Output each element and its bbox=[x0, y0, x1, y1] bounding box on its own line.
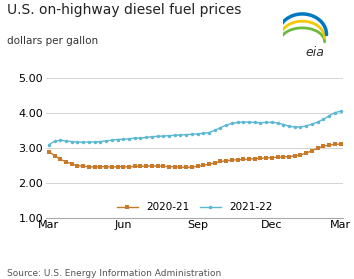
2021-22 bbox=[224, 124, 228, 127]
Legend: 2020-21, 2021-22: 2020-21, 2021-22 bbox=[117, 202, 272, 212]
2021-22 bbox=[184, 133, 188, 136]
Text: eia: eia bbox=[306, 45, 325, 59]
2020-21 bbox=[338, 142, 343, 146]
Line: 2020-21: 2020-21 bbox=[47, 142, 342, 169]
2020-21 bbox=[190, 165, 194, 169]
2020-21 bbox=[241, 158, 245, 161]
2020-21 bbox=[184, 166, 188, 169]
2021-22 bbox=[70, 140, 74, 143]
2021-22 bbox=[47, 143, 51, 146]
Text: Source: U.S. Energy Information Administration: Source: U.S. Energy Information Administ… bbox=[7, 269, 221, 278]
2021-22 bbox=[338, 110, 343, 113]
Line: 2021-22: 2021-22 bbox=[47, 110, 342, 146]
2021-22 bbox=[150, 135, 154, 138]
Text: dollars per gallon: dollars per gallon bbox=[7, 36, 98, 46]
2021-22 bbox=[315, 121, 320, 124]
2020-21 bbox=[150, 164, 154, 168]
2020-21 bbox=[230, 158, 234, 162]
2021-22 bbox=[235, 121, 240, 124]
2020-21 bbox=[47, 150, 51, 153]
Text: U.S. on-highway diesel fuel prices: U.S. on-highway diesel fuel prices bbox=[7, 3, 241, 17]
2020-21 bbox=[70, 162, 74, 166]
2020-21 bbox=[321, 145, 325, 148]
